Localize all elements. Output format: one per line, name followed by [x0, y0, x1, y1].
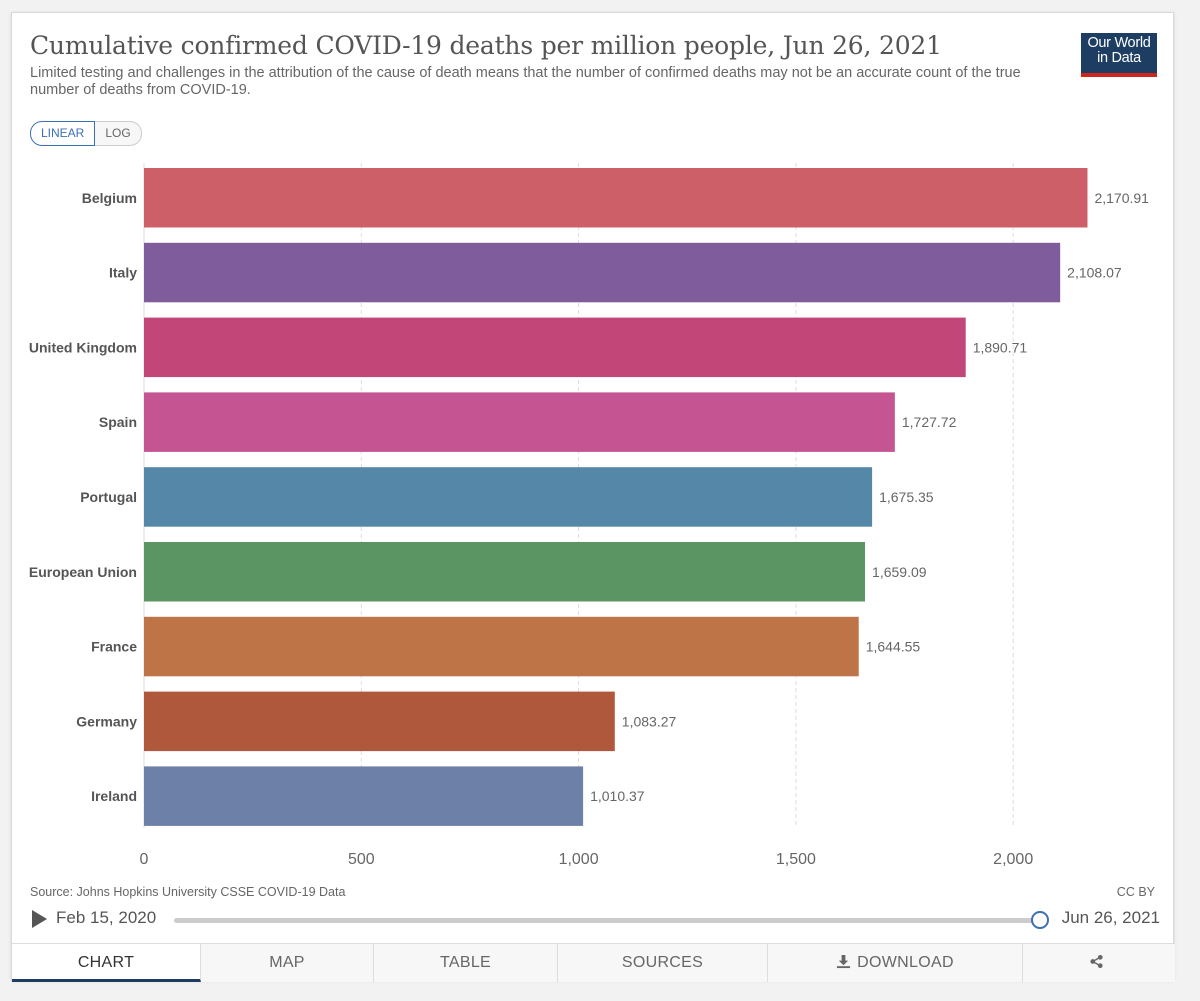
tab-chart-label: CHART — [77, 954, 135, 971]
scale-toggle: LINEAR LOG — [30, 121, 142, 146]
tab-chart[interactable]: CHART — [12, 944, 201, 982]
data-label: 1,644.55 — [866, 639, 921, 655]
bar — [144, 317, 966, 378]
tab-table[interactable]: TABLE — [374, 944, 558, 982]
timeline-start-label[interactable]: Feb 15, 2020 — [56, 908, 157, 927]
bar — [144, 616, 859, 677]
x-tick-label: 2,000 — [993, 851, 1033, 868]
bar — [144, 542, 866, 602]
tab-table-label: TABLE — [440, 954, 491, 971]
tab-share[interactable] — [1023, 944, 1175, 982]
category-label: United Kingdom — [29, 339, 137, 355]
bar-chart: 0 500 1,000 1,500 2,000 Belgium 2,170.91 Italy 2… — [29, 163, 1149, 868]
bar — [144, 392, 895, 452]
category-label: France — [91, 639, 137, 655]
timeline-handle[interactable] — [1031, 911, 1049, 929]
play-icon[interactable] — [32, 910, 47, 928]
tab-download-label: DOWNLOAD — [857, 954, 954, 971]
data-label: 1,083.27 — [622, 713, 677, 729]
category-label: Portugal — [80, 489, 137, 505]
chart-subtitle: Limited testing and challenges in the at… — [30, 65, 1021, 98]
category-label: Ireland — [91, 788, 137, 804]
category-label: Spain — [99, 414, 137, 430]
x-tick-label: 1,000 — [559, 851, 599, 868]
data-label: 1,675.35 — [879, 489, 934, 505]
tab-download[interactable]: DOWNLOAD — [768, 944, 1023, 982]
category-label: European Union — [29, 564, 137, 580]
category-label: Germany — [76, 713, 137, 729]
download-icon — [837, 954, 851, 969]
tab-sources[interactable]: SOURCES — [558, 944, 768, 982]
timeline-end-label[interactable]: Jun 26, 2021 — [1061, 908, 1160, 927]
owid-logo[interactable]: Our World in Data — [1081, 33, 1157, 77]
bar — [144, 242, 1061, 303]
source-note[interactable]: Source: Johns Hopkins University CSSE CO… — [30, 885, 346, 899]
bar — [144, 691, 615, 752]
chart-card: Cumulative confirmed COVID-19 deaths per… — [11, 12, 1175, 982]
timeline-track[interactable] — [174, 918, 1038, 923]
bar — [144, 766, 584, 826]
tab-map-label: MAP — [269, 954, 305, 971]
data-label: 1,010.37 — [590, 788, 645, 804]
x-tick-label: 500 — [348, 851, 375, 868]
share-icon — [1089, 954, 1103, 969]
tab-map[interactable]: MAP — [201, 944, 374, 982]
chart-title: Cumulative confirmed COVID-19 deaths per… — [30, 31, 942, 60]
bar — [144, 467, 873, 527]
bar — [144, 168, 1088, 228]
data-label: 1,727.72 — [902, 414, 957, 430]
logo-line-1: Our World — [1087, 35, 1151, 51]
tab-sources-label: SOURCES — [621, 954, 704, 971]
linear-scale-button[interactable]: LINEAR — [30, 121, 96, 146]
data-label: 1,890.71 — [973, 339, 1028, 355]
category-label: Belgium — [82, 190, 137, 206]
log-scale-button[interactable]: LOG — [95, 121, 142, 146]
data-label: 2,108.07 — [1067, 265, 1122, 281]
x-tick-label: 1,500 — [776, 851, 816, 868]
logo-line-2: in Data — [1097, 50, 1141, 66]
category-label: Italy — [109, 265, 137, 281]
timeline: Feb 15, 2020 Jun 26, 2021 — [30, 908, 1160, 938]
data-label: 1,659.09 — [872, 564, 927, 580]
license-link[interactable]: CC BY — [1116, 885, 1155, 899]
x-tick-label: 0 — [140, 851, 149, 868]
data-label: 2,170.91 — [1094, 190, 1149, 206]
tab-bar: CHART MAP TABLE SOURCES DOWNLOAD — [12, 943, 1175, 982]
